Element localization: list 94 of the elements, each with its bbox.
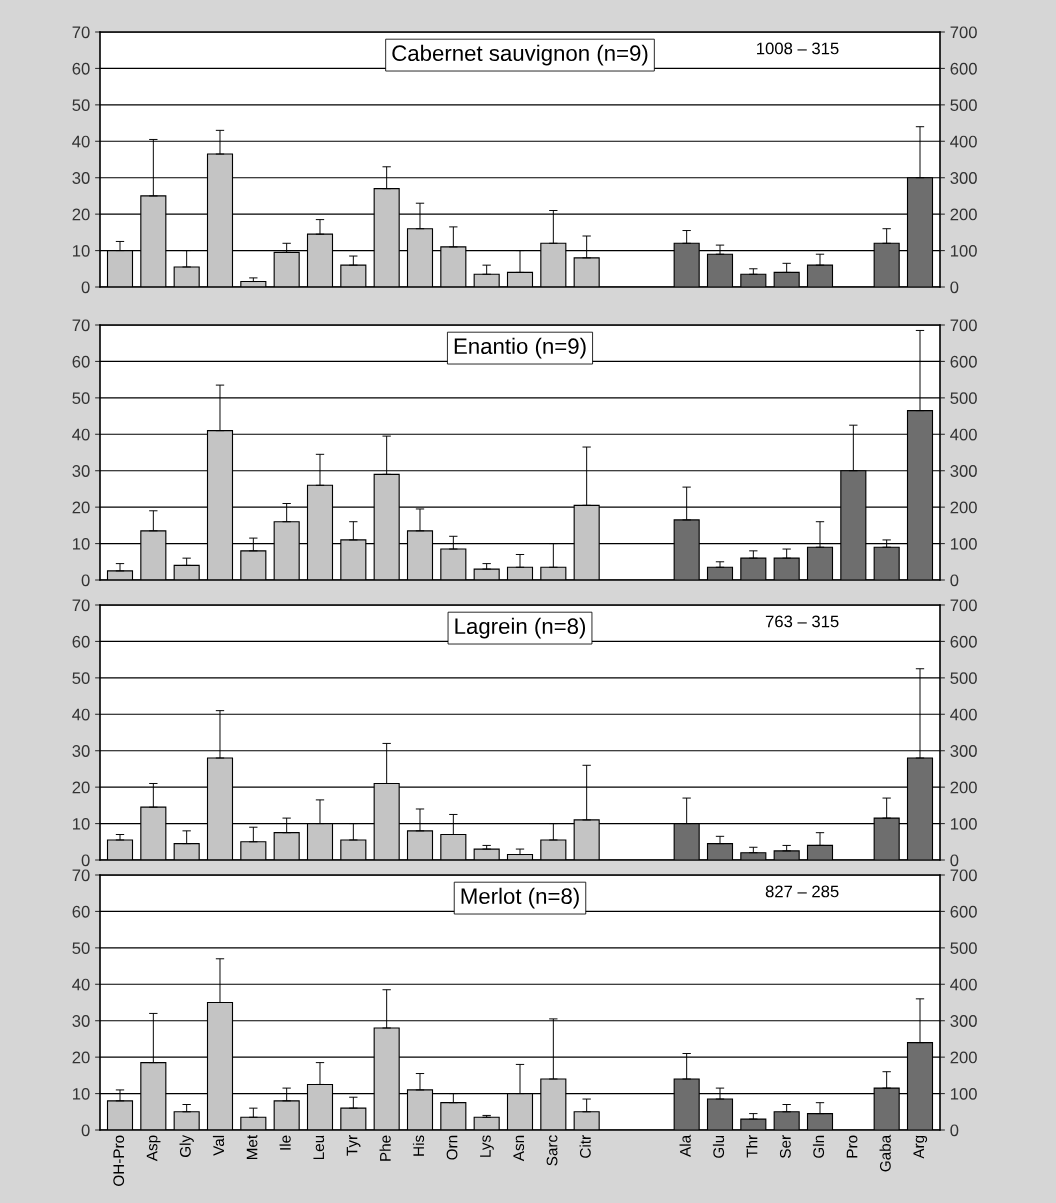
- y-tick-label: 60: [72, 355, 90, 368]
- y-tick-label: 10: [73, 1087, 90, 1100]
- x-tick-label: Val: [212, 1135, 225, 1156]
- y-tick-label: 50: [72, 672, 90, 685]
- y-tick-label: 50: [72, 99, 90, 112]
- y2-tick-label: 0: [950, 574, 959, 587]
- x-tick-label: Leu: [313, 1135, 325, 1160]
- y2-tick-label: 200: [950, 781, 977, 794]
- x-tick-label: Thr: [746, 1135, 758, 1158]
- annotation: 1008 – 315: [757, 42, 839, 55]
- y-tick-label: 50: [72, 942, 90, 955]
- x-tick-label: Asp: [146, 1135, 161, 1162]
- x-tick-label: Ala: [679, 1134, 691, 1157]
- x-tick-label: Pro: [846, 1135, 858, 1158]
- y2-tick-label: 500: [950, 672, 977, 685]
- y-tick-label: 40: [72, 428, 90, 441]
- y-tick-label: 10: [73, 537, 90, 550]
- y2-tick-label: 0: [950, 854, 959, 867]
- y2-tick-label: 700: [950, 869, 977, 882]
- y2-tick-label: 100: [950, 537, 977, 550]
- y2-tick-label: 500: [950, 392, 977, 405]
- x-tick-label: Gln: [812, 1135, 825, 1158]
- y-tick-label: 70: [72, 599, 90, 612]
- y2-tick-label: 700: [950, 26, 977, 39]
- y-tick-label: 10: [73, 244, 90, 257]
- y-tick-label: 70: [72, 869, 90, 882]
- x-tick-label: OH-Pro: [113, 1135, 125, 1186]
- y2-tick-label: 300: [950, 745, 977, 757]
- x-tick-label: Glu: [712, 1135, 725, 1158]
- x-tick-label: Met: [246, 1134, 258, 1160]
- y2-tick-label: 300: [950, 172, 977, 184]
- y2-tick-label: 400: [950, 428, 977, 441]
- y2-tick-label: 600: [950, 355, 977, 368]
- y-tick-label: 20: [72, 781, 90, 794]
- y2-tick-label: 400: [950, 978, 977, 991]
- y2-tick-label: 300: [950, 465, 977, 477]
- x-tick-label: Phe: [379, 1135, 391, 1161]
- x-tick-label: Sarc: [546, 1135, 558, 1166]
- y2-tick-label: 100: [950, 244, 977, 257]
- y2-tick-label: 0: [950, 1124, 959, 1137]
- y2-tick-label: 400: [950, 708, 977, 721]
- y2-tick-label: 600: [950, 635, 977, 648]
- annotation: 827 – 285: [765, 885, 839, 898]
- text: Lagrein (n=8): [455, 617, 586, 639]
- x-tick-label: Citr: [579, 1135, 591, 1158]
- y2-tick-label: 300: [950, 1015, 977, 1027]
- y-tick-label: 30: [72, 745, 90, 757]
- y-tick-label: 20: [72, 501, 90, 514]
- x-tick-label: Arg: [913, 1135, 928, 1159]
- x-tick-label: Gly: [179, 1134, 194, 1158]
- x-tick-label: Orn: [446, 1135, 458, 1160]
- y-tick-label: 30: [72, 465, 90, 477]
- y-tick-label: 30: [72, 1015, 90, 1027]
- y2-tick-label: 200: [950, 501, 977, 514]
- y-tick-label: 40: [72, 978, 90, 991]
- y2-tick-label: 400: [950, 135, 977, 148]
- y-tick-label: 20: [72, 208, 90, 221]
- y-tick-label: 20: [72, 1051, 90, 1064]
- x-tick-label: Tyr: [346, 1135, 361, 1156]
- y2-tick-label: 500: [950, 942, 977, 955]
- y-tick-label: 0: [81, 281, 90, 294]
- y2-tick-label: 600: [950, 62, 977, 75]
- y2-tick-label: 600: [950, 905, 977, 918]
- x-tick-label: Ile: [279, 1135, 291, 1150]
- x-tick-label: Ser: [779, 1135, 791, 1158]
- y-tick-label: 30: [72, 172, 90, 184]
- y2-tick-label: 100: [950, 1087, 977, 1100]
- text: Cabernet sauvignon (n=9): [392, 44, 648, 66]
- y-tick-label: 0: [81, 854, 90, 867]
- y2-tick-label: 0: [950, 281, 959, 294]
- y-tick-label: 40: [72, 708, 90, 721]
- x-tick-label: Gaba: [879, 1134, 891, 1172]
- y2-tick-label: 500: [950, 99, 977, 112]
- y-tick-label: 60: [72, 905, 90, 918]
- x-tick-label: His: [412, 1135, 425, 1156]
- y2-tick-label: 200: [950, 1051, 977, 1064]
- y-tick-label: 60: [72, 635, 90, 648]
- y-tick-label: 40: [72, 135, 90, 148]
- y2-tick-label: 200: [950, 208, 977, 221]
- y-tick-label: 0: [81, 574, 90, 587]
- y-tick-label: 10: [73, 817, 90, 830]
- annotation: 763 – 315: [765, 615, 839, 628]
- text: Merlot (n=8): [461, 887, 579, 909]
- y2-tick-label: 700: [950, 599, 977, 612]
- y-tick-label: 70: [72, 26, 90, 39]
- y-tick-label: 50: [72, 392, 90, 405]
- y-tick-label: 0: [81, 1124, 90, 1137]
- x-tick-label: Asn: [513, 1135, 525, 1162]
- text: Enantio (n=9): [454, 337, 586, 359]
- y-tick-label: 60: [72, 62, 90, 75]
- y2-tick-label: 700: [950, 319, 977, 332]
- y2-tick-label: 100: [950, 817, 977, 830]
- x-tick-label: Lys: [480, 1135, 494, 1157]
- y-tick-label: 70: [72, 319, 90, 332]
